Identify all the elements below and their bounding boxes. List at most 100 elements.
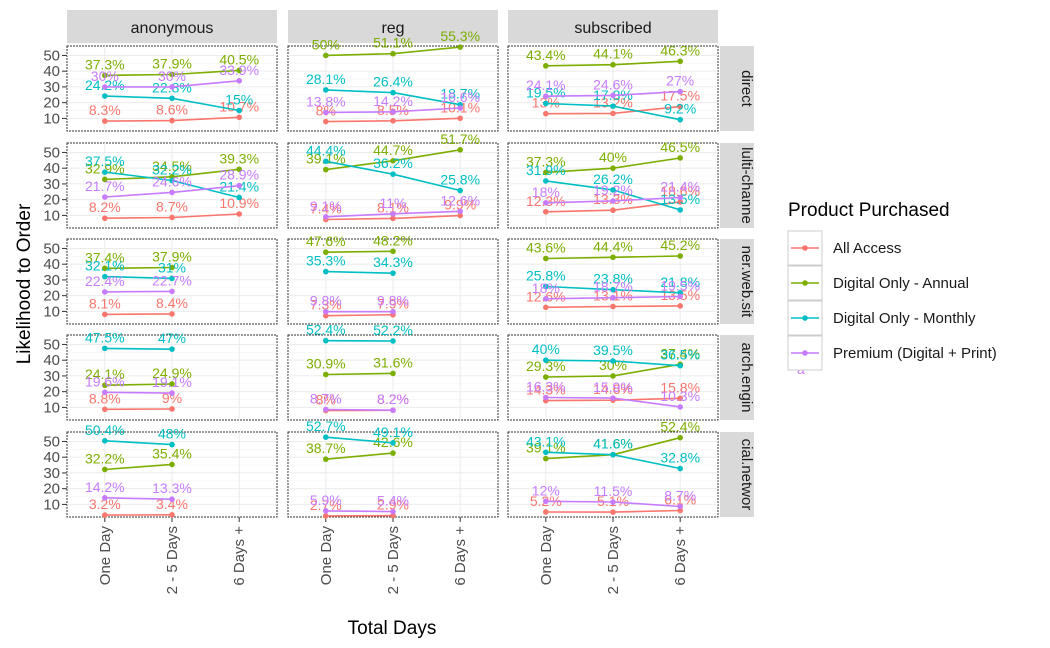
data-label: 8.6% — [156, 102, 188, 118]
data-label: 46.5% — [660, 139, 700, 155]
data-point-digital-only-monthly — [102, 438, 108, 444]
data-point-all-access — [323, 312, 329, 319]
y-tick-label: 40 — [43, 449, 60, 466]
data-point-all-access — [323, 513, 329, 519]
data-point-digital-only-monthly — [236, 107, 242, 114]
series-line-digital-only-monthly — [325, 436, 394, 444]
x-tick-label: 2 - 5 Days — [385, 526, 402, 594]
data-point-digital-only-monthly — [543, 100, 549, 107]
data-label: 47.6% — [306, 233, 346, 249]
data-label: 35.3% — [306, 253, 346, 269]
legend-label-digital-only-annual: Digital Only - Annual — [833, 275, 969, 292]
data-point-digital-only-annual — [102, 265, 108, 272]
data-point-all-access — [543, 110, 549, 117]
facet-strip-direct — [720, 46, 754, 131]
data-label: 15.9% — [593, 379, 633, 395]
data-point-all-access — [677, 507, 683, 514]
panel-lulti-channe-subscribed: 12.3%13.3%18.6%37.3%40%46.5%31.9%26.2%13… — [507, 139, 719, 229]
data-label: 48.2% — [373, 232, 413, 248]
data-point-digital-only-annual — [169, 71, 175, 78]
data-label: 9.9% — [444, 197, 476, 213]
data-point-digital-only-monthly — [610, 103, 616, 109]
data-point-digital-only-monthly — [543, 449, 549, 456]
data-point-all-access — [169, 406, 175, 412]
data-point-digital-only-annual — [102, 382, 108, 389]
data-label: 8.7% — [156, 198, 188, 214]
data-label: 9.8% — [310, 293, 342, 309]
data-label: 14.6% — [593, 381, 633, 397]
legend-label-premium-digital-print: Premium (Digital + Print) — [833, 345, 997, 362]
data-label: 18.7% — [593, 279, 633, 295]
data-label: 6.1% — [664, 492, 696, 508]
panel-direct-anonymous: 8.3%8.6%10.7%37.3%37.9%40.5%24.2%22.8%15… — [66, 45, 278, 132]
data-point-digital-only-monthly — [169, 275, 175, 282]
data-label: 22.4% — [85, 273, 125, 289]
facet-strip-label-direct: direct — [738, 70, 755, 108]
data-point-digital-only-annual — [543, 374, 549, 380]
x-tick-label: One Day — [97, 526, 114, 586]
panel-ner-web-sit-subscribed: 12.6%13.1%13.5%43.6%44.4%45.2%25.8%23.8%… — [507, 237, 719, 325]
data-point-premium-digital-print — [236, 182, 242, 189]
data-label: 19.5% — [660, 277, 700, 293]
series-line-premium-digital-print — [325, 408, 394, 411]
data-label: 44.4% — [593, 238, 633, 254]
legend-key-point — [802, 350, 808, 356]
data-label: 40% — [599, 149, 627, 165]
legend-label-all-access: All Access — [833, 240, 901, 257]
series-line-premium-digital-print — [104, 290, 173, 293]
data-point-premium-digital-print — [323, 308, 329, 315]
data-point-premium-digital-print — [610, 395, 616, 401]
series-line-digital-only-monthly — [325, 270, 394, 274]
x-tick-label: 2 - 5 Days — [164, 526, 181, 594]
data-label: 8.2% — [377, 391, 409, 407]
data-label: 35.4% — [152, 445, 192, 461]
facet-strip-reg — [288, 10, 498, 43]
data-label: 41.6% — [593, 436, 633, 452]
data-label: 31.6% — [373, 354, 413, 370]
panel-lulti-channe-reg: 7.4%8.1%9.9%39.1%44.7%51.7%44.4%36.2%25.… — [287, 131, 499, 229]
data-point-all-access — [390, 117, 396, 124]
y-tick-label: 40 — [43, 160, 60, 177]
data-label: 7.3% — [310, 297, 342, 313]
data-label: 15.8% — [660, 379, 700, 395]
data-label: 34.5% — [152, 158, 192, 174]
x-tick-label: 6 Days + — [672, 526, 689, 586]
data-label: 52.2% — [373, 322, 413, 338]
data-label: 25.8% — [526, 268, 566, 284]
data-point-digital-only-monthly — [323, 87, 329, 93]
data-label: 37.4% — [85, 249, 125, 265]
data-label: 5.9% — [310, 492, 342, 508]
facet-strip-label-cial-networ: cial.networ — [738, 439, 755, 511]
data-label: 14.3% — [526, 382, 566, 398]
data-label: 44.1% — [593, 46, 633, 62]
data-label: 28.1% — [306, 71, 346, 87]
data-label: 32.2% — [152, 161, 192, 177]
data-point-digital-only-annual — [610, 254, 616, 261]
x-tick-label: 2 - 5 Days — [605, 526, 622, 594]
data-point-digital-only-monthly — [610, 286, 616, 293]
data-point-premium-digital-print — [610, 294, 616, 301]
data-point-premium-digital-print — [169, 189, 175, 196]
data-label: 49.1% — [373, 424, 413, 440]
data-label: 8.7% — [310, 390, 342, 406]
data-label: 30.9% — [306, 356, 346, 372]
data-point-all-access — [102, 215, 108, 222]
data-label: 19.6% — [85, 373, 125, 389]
data-point-all-access — [677, 395, 683, 402]
data-label: 44.4% — [306, 142, 346, 158]
data-point-digital-only-annual — [390, 157, 396, 164]
data-point-digital-only-monthly — [543, 357, 549, 363]
data-label: 32.9% — [85, 160, 125, 176]
y-tick-label: 20 — [43, 192, 60, 209]
facet-strip-label-arch-engin: arch.engin — [738, 342, 755, 412]
data-point-digital-only-annual — [677, 58, 683, 65]
data-point-all-access — [610, 110, 616, 117]
y-tick-label: 50 — [43, 47, 60, 64]
data-point-digital-only-annual — [390, 450, 396, 456]
data-point-premium-digital-print — [169, 288, 175, 295]
data-label: 8.2% — [89, 199, 121, 215]
data-label: 43.6% — [526, 240, 566, 256]
data-point-digital-only-annual — [457, 44, 464, 50]
data-label: 52.4% — [660, 419, 700, 435]
